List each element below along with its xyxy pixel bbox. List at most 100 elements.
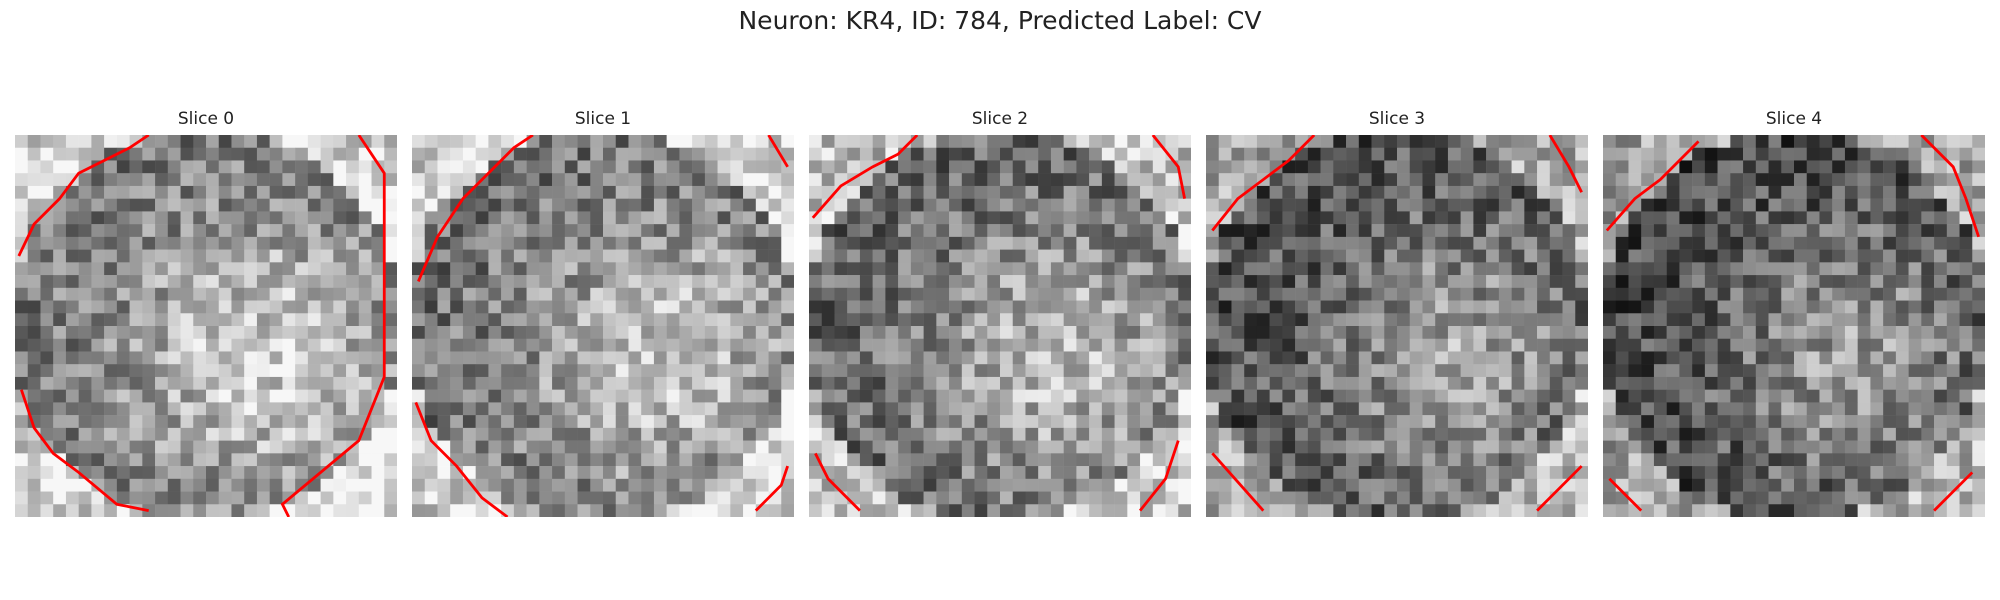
image-pixel: [628, 390, 641, 403]
image-pixel: [873, 326, 886, 339]
image-pixel: [730, 390, 743, 403]
image-pixel: [743, 224, 756, 237]
image-pixel: [1270, 479, 1283, 492]
image-pixel: [1013, 339, 1026, 352]
image-pixel: [1524, 441, 1537, 454]
image-pixel: [1537, 135, 1550, 148]
image-pixel: [1064, 504, 1077, 517]
image-pixel: [987, 250, 1000, 263]
image-pixel: [231, 224, 244, 237]
image-pixel: [1819, 224, 1832, 237]
image-pixel: [718, 301, 731, 314]
image-pixel: [654, 250, 667, 263]
image-pixel: [1461, 466, 1474, 479]
image-pixel: [1896, 301, 1909, 314]
image-pixel: [565, 441, 578, 454]
image-pixel: [155, 492, 168, 505]
image-pixel: [667, 148, 680, 161]
image-pixel: [1025, 479, 1038, 492]
image-pixel: [616, 224, 629, 237]
image-pixel: [1756, 148, 1769, 161]
image-pixel: [769, 211, 782, 224]
image-pixel: [539, 492, 552, 505]
image-pixel: [130, 492, 143, 505]
image-pixel: [1603, 390, 1616, 403]
image-pixel: [1641, 326, 1654, 339]
image-pixel: [1781, 224, 1794, 237]
image-pixel: [692, 135, 705, 148]
image-pixel: [1257, 466, 1270, 479]
image-pixel: [756, 301, 769, 314]
image-pixel: [1934, 186, 1947, 199]
image-pixel: [1346, 160, 1359, 173]
image-pixel: [1641, 313, 1654, 326]
image-pixel: [1947, 211, 1960, 224]
image-pixel: [628, 135, 641, 148]
image-pixel: [603, 262, 616, 275]
image-pixel: [1972, 250, 1985, 263]
image-pixel: [1013, 313, 1026, 326]
image-pixel: [1127, 441, 1140, 454]
image-pixel: [898, 390, 911, 403]
image-pixel: [936, 339, 949, 352]
image-pixel: [270, 148, 283, 161]
image-pixel: [667, 250, 680, 263]
image-pixel: [718, 377, 731, 390]
image-pixel: [282, 313, 295, 326]
image-pixel: [911, 377, 924, 390]
image-pixel: [295, 466, 308, 479]
image-pixel: [1537, 339, 1550, 352]
image-pixel: [603, 428, 616, 441]
image-pixel: [1832, 301, 1845, 314]
image-pixel: [924, 479, 937, 492]
image-pixel: [1321, 441, 1334, 454]
image-pixel: [193, 402, 206, 415]
image-pixel: [1473, 415, 1486, 428]
image-pixel: [346, 326, 359, 339]
image-pixel: [539, 275, 552, 288]
image-pixel: [130, 466, 143, 479]
image-pixel: [1140, 262, 1153, 275]
image-pixel: [1333, 224, 1346, 237]
image-pixel: [924, 211, 937, 224]
image-pixel: [1794, 288, 1807, 301]
image-pixel: [501, 211, 514, 224]
image-pixel: [1743, 466, 1756, 479]
image-pixel: [181, 135, 194, 148]
image-pixel: [1308, 504, 1321, 517]
image-pixel: [1743, 453, 1756, 466]
image-pixel: [718, 492, 731, 505]
image-pixel: [885, 453, 898, 466]
image-pixel: [1025, 211, 1038, 224]
image-pixel: [667, 313, 680, 326]
image-pixel: [117, 262, 130, 275]
image-pixel: [450, 262, 463, 275]
image-pixel: [1575, 224, 1588, 237]
image-pixel: [1883, 301, 1896, 314]
image-pixel: [1794, 224, 1807, 237]
image-pixel: [1550, 250, 1563, 263]
image-pixel: [1960, 160, 1973, 173]
image-pixel: [193, 390, 206, 403]
image-pixel: [822, 173, 835, 186]
image-pixel: [1794, 275, 1807, 288]
image-pixel: [1051, 275, 1064, 288]
image-pixel: [1102, 390, 1115, 403]
slice-panel-1: Slice 1: [412, 105, 794, 517]
image-pixel: [1140, 199, 1153, 212]
image-pixel: [66, 148, 79, 161]
image-pixel: [590, 453, 603, 466]
image-pixel: [809, 415, 822, 428]
image-pixel: [1166, 199, 1179, 212]
image-pixel: [1321, 402, 1334, 415]
image-pixel: [40, 351, 53, 364]
image-pixel: [809, 428, 822, 441]
image-pixel: [769, 186, 782, 199]
image-pixel: [1679, 339, 1692, 352]
image-pixel: [1692, 313, 1705, 326]
image-pixel: [425, 275, 438, 288]
image-pixel: [1832, 390, 1845, 403]
image-pixel: [962, 326, 975, 339]
image-pixel: [1499, 186, 1512, 199]
image-pixel: [168, 351, 181, 364]
